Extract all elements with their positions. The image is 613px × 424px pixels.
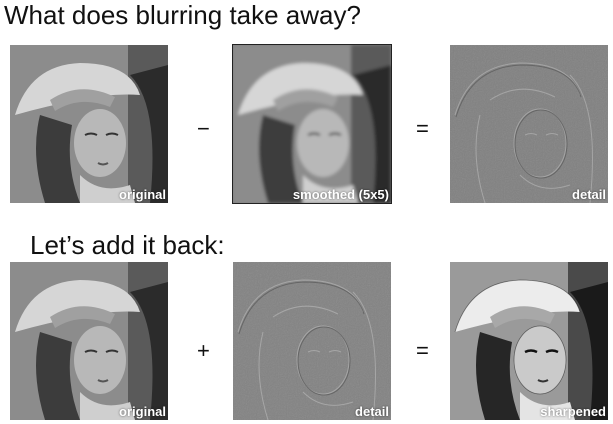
- smoothed-portrait-image: [233, 45, 391, 203]
- caption-detail: detail: [572, 187, 606, 202]
- portrait-image-2: [10, 262, 168, 420]
- detail-image: detail: [450, 45, 608, 203]
- detail-edges-image: [450, 45, 608, 203]
- portrait-image: [10, 45, 168, 203]
- sharpened-photo: sharpened: [450, 262, 608, 420]
- equals-operator: =: [416, 116, 429, 141]
- sharpened-portrait-image: [450, 262, 608, 420]
- original-photo: original: [10, 45, 168, 203]
- smoothed-photo: smoothed (5x5): [233, 45, 391, 203]
- original-photo-2: original: [10, 262, 168, 420]
- plus-operator: +: [197, 338, 210, 363]
- caption-original-2: original: [119, 404, 166, 419]
- caption-smoothed: smoothed (5x5): [292, 187, 389, 202]
- section-title-blurring: What does blurring take away?: [4, 0, 361, 30]
- section-title-add-back: Let’s add it back:: [30, 230, 225, 260]
- minus-operator: −: [197, 116, 210, 141]
- caption-detail-2: detail: [355, 404, 389, 419]
- caption-sharpened: sharpened: [540, 404, 606, 419]
- detail-edges-image-2: [233, 262, 391, 420]
- equals-operator-2: =: [416, 338, 429, 363]
- detail-image-2: detail: [233, 262, 391, 420]
- caption-original: original: [119, 187, 166, 202]
